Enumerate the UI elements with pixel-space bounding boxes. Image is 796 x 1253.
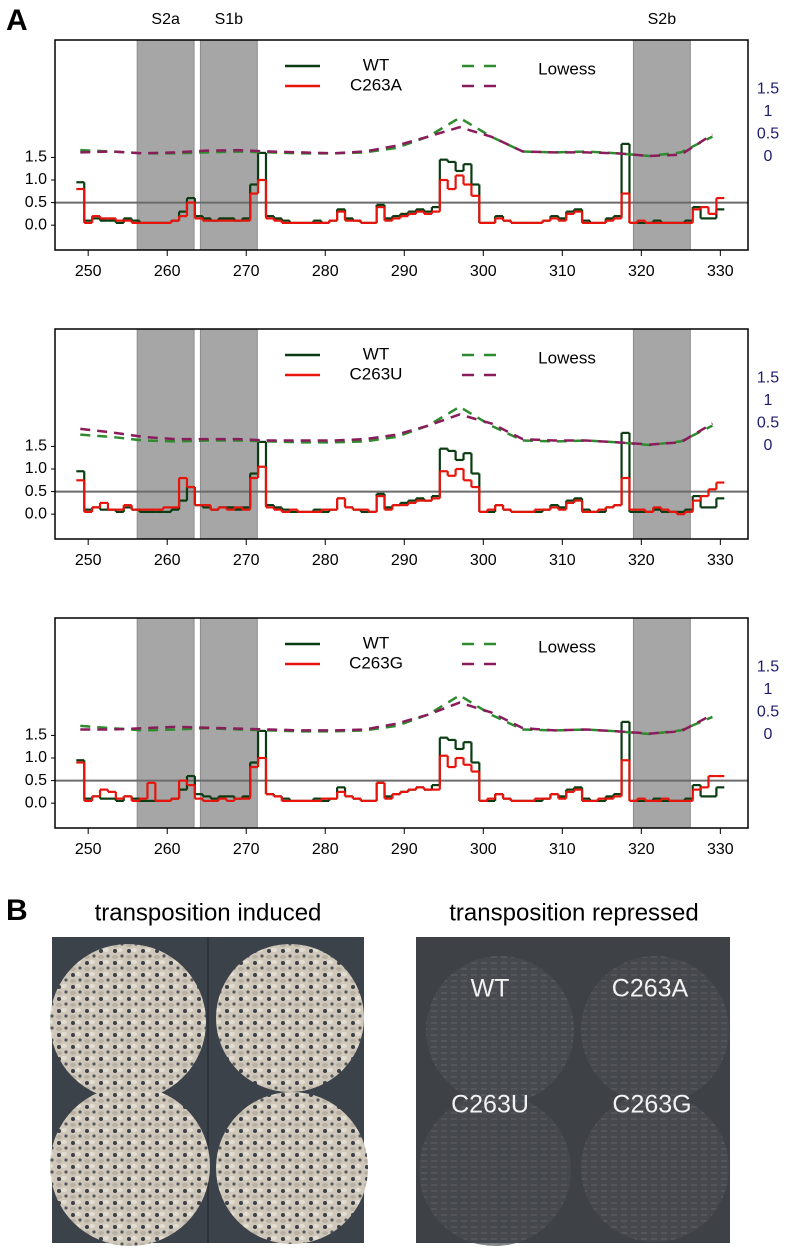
panel-title: transposition induced xyxy=(95,899,322,926)
x-tick-label: 260 xyxy=(154,552,181,569)
plate-label: WT xyxy=(471,975,510,1003)
shaded-region xyxy=(199,617,258,829)
x-tick-label: 300 xyxy=(470,552,497,569)
lowess-line xyxy=(80,405,713,447)
x-tick-label: 310 xyxy=(549,841,576,858)
y-tick-label: 0.0 xyxy=(25,794,47,811)
x-tick-label: 260 xyxy=(154,841,181,858)
region-label: S1b xyxy=(215,11,244,28)
plate-label: C263G xyxy=(612,1091,691,1119)
y-tick-label: 1.5 xyxy=(25,727,47,744)
y2-tick-label: 0 xyxy=(764,726,773,743)
legend-label: Lowess xyxy=(538,348,596,367)
x-tick-label: 270 xyxy=(233,552,260,569)
y2-tick-label: 0.5 xyxy=(757,126,779,143)
y2-tick-label: 0.5 xyxy=(757,415,779,432)
legend-label: WT xyxy=(363,633,389,652)
plate-label: C263A xyxy=(612,975,689,1003)
shaded-region xyxy=(136,39,195,251)
x-tick-label: 270 xyxy=(233,841,260,858)
shaded-region xyxy=(632,328,691,540)
y-tick-label: 1.0 xyxy=(25,749,47,766)
y-tick-label: 0.0 xyxy=(25,505,47,522)
shaded-region xyxy=(199,39,258,251)
y2-tick-label: 0 xyxy=(764,148,773,165)
plot-frame xyxy=(54,39,749,251)
shaded-region xyxy=(199,328,258,540)
y-tick-label: 1.5 xyxy=(25,149,47,166)
legend-label: Lowess xyxy=(538,637,596,656)
x-tick-label: 320 xyxy=(628,841,655,858)
legend-label: C263A xyxy=(350,75,403,94)
x-tick-label: 330 xyxy=(707,841,734,858)
legend-label: WT xyxy=(363,344,389,363)
y-tick-label: 0.5 xyxy=(25,483,47,500)
x-tick-label: 320 xyxy=(628,552,655,569)
x-tick-label: 330 xyxy=(707,263,734,280)
shaded-region xyxy=(136,617,195,829)
y2-tick-label: 1.5 xyxy=(757,81,779,98)
charts: S2a S1b S2b 0.0 0.5 1.0 1.5 0 0.5 1 1.5 250 260 270 28… xyxy=(25,11,779,858)
x-tick-label: 250 xyxy=(75,552,102,569)
plate-photo: WT C263A C263U C263G xyxy=(416,937,730,1246)
chart: S2a S1b S2b 0.0 0.5 1.0 1.5 0 0.5 1 1.5 250 260 270 28… xyxy=(25,11,779,280)
y-tick-label: 0.5 xyxy=(25,194,47,211)
plate-label: C263U xyxy=(451,1091,529,1119)
x-tick-label: 260 xyxy=(154,263,181,280)
x-tick-label: 290 xyxy=(391,552,418,569)
y2-tick-label: 1 xyxy=(764,392,773,409)
x-tick-label: 300 xyxy=(470,841,497,858)
y-tick-label: 0.0 xyxy=(25,216,47,233)
shaded-region xyxy=(136,328,195,540)
x-tick-label: 250 xyxy=(75,841,102,858)
y2-tick-label: 1.5 xyxy=(757,659,779,676)
legend-label: C263U xyxy=(350,364,403,383)
y2-tick-label: 0.5 xyxy=(757,704,779,721)
panel-label: A xyxy=(6,4,28,37)
region-label: S2b xyxy=(648,11,677,28)
shaded-region xyxy=(632,617,691,829)
x-tick-label: 290 xyxy=(391,263,418,280)
legend-label: C263G xyxy=(349,653,403,672)
y2-tick-label: 1.5 xyxy=(757,370,779,387)
plot-frame xyxy=(54,617,749,829)
y-tick-label: 1.0 xyxy=(25,171,47,188)
plate-photo xyxy=(50,937,368,1246)
x-tick-label: 320 xyxy=(628,263,655,280)
y2-tick-label: 0 xyxy=(764,437,773,454)
lowess-line xyxy=(80,693,713,736)
x-tick-label: 290 xyxy=(391,841,418,858)
lowess-line xyxy=(80,701,714,735)
plot-frame xyxy=(54,328,749,540)
step-riser xyxy=(83,755,710,801)
y2-tick-label: 1 xyxy=(764,103,773,120)
lowess-line xyxy=(80,125,714,158)
x-tick-label: 280 xyxy=(312,552,339,569)
chart: 0.0 0.5 1.0 1.5 0 0.5 1 1.5 250 260 270 280 290 300 31… xyxy=(25,328,779,569)
chart: 0.0 0.5 1.0 1.5 0 0.5 1 1.5 250 260 270 280 290 300 31… xyxy=(25,617,779,858)
x-tick-label: 280 xyxy=(312,263,339,280)
legend-label: Lowess xyxy=(538,59,596,78)
panel-title: transposition repressed xyxy=(449,899,698,926)
y-tick-label: 0.5 xyxy=(25,772,47,789)
legend-label: WT xyxy=(363,55,389,74)
x-tick-label: 270 xyxy=(233,263,260,280)
x-tick-label: 300 xyxy=(470,263,497,280)
x-tick-label: 310 xyxy=(549,263,576,280)
y-tick-label: 1.0 xyxy=(25,460,47,477)
y2-tick-label: 1 xyxy=(764,681,773,698)
region-label: S2a xyxy=(151,11,180,28)
panel-label: B xyxy=(6,894,28,927)
x-tick-label: 250 xyxy=(75,263,102,280)
y-tick-label: 1.5 xyxy=(25,438,47,455)
x-tick-label: 330 xyxy=(707,552,734,569)
x-tick-label: 310 xyxy=(549,552,576,569)
lowess-line xyxy=(80,413,714,446)
shaded-region xyxy=(632,39,691,251)
x-tick-label: 280 xyxy=(312,841,339,858)
